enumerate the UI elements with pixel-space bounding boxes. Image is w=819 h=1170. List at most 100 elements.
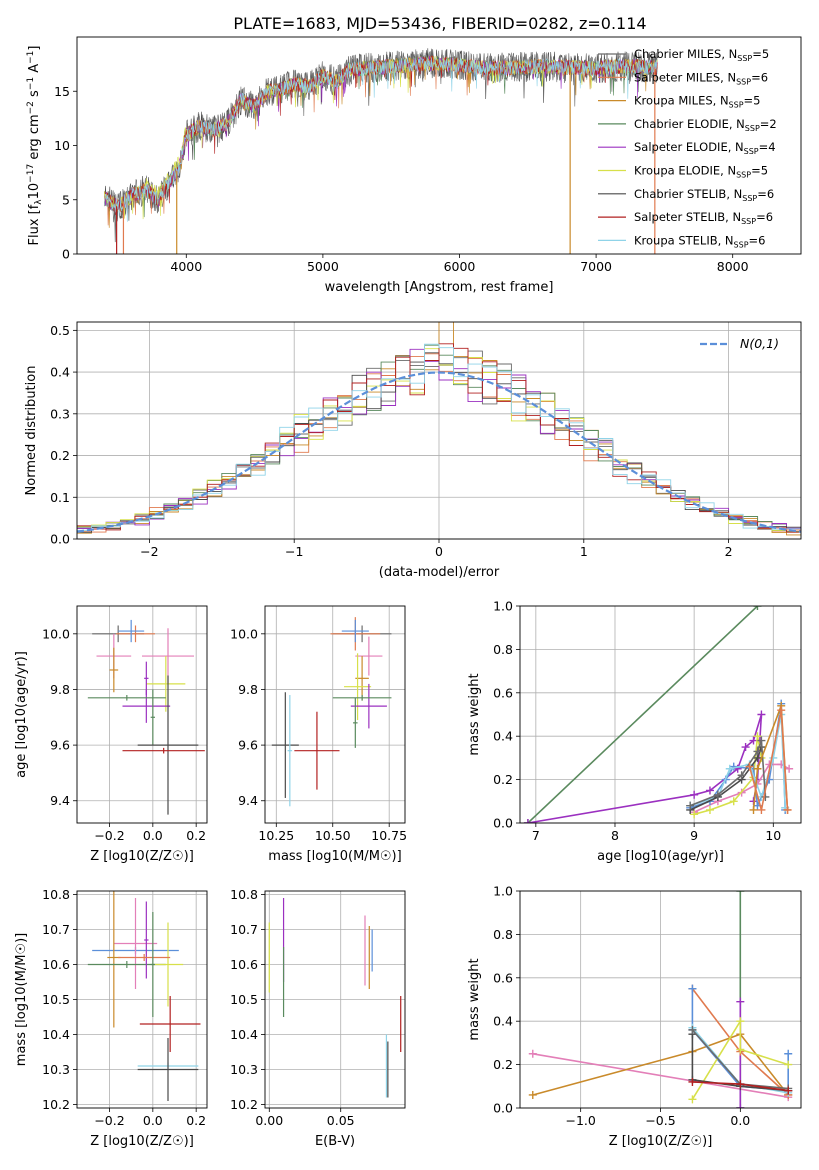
mass-weight-marker: [736, 1017, 745, 1026]
y-tick-label: 9.6: [50, 738, 70, 753]
plot-area-age_vs_Z: [87, 619, 205, 815]
x-axis-label: wavelength [Angstrom, rest frame]: [325, 280, 554, 295]
y-tick-label: 10.0: [42, 626, 70, 641]
x-tick-label: 0.05: [327, 1113, 355, 1128]
y-axis-label: mass weight: [467, 958, 482, 1040]
spectrum-series-line: [104, 57, 658, 222]
y-tick-label: 10.4: [230, 1027, 258, 1042]
mass-weight-marker: [737, 771, 746, 780]
y-axis-label-part: A: [27, 64, 42, 77]
x-axis-label: (data-model)/error: [379, 565, 500, 580]
legend-entry: Chabrier MILES, NSSP=5: [634, 47, 769, 63]
y-tick-label: 9.8: [50, 682, 70, 697]
mass-weight-marker: [736, 1080, 745, 1089]
axes-frame: [76, 605, 208, 824]
axes-age_vs_Z: −0.2 0.0 0.2 9.4 9.6 9.8 10.0 Z [log10(Z/Z☉)] ag…: [14, 605, 208, 864]
mass-weight-marker: [736, 1045, 745, 1054]
y-tick-label: 0: [62, 247, 70, 262]
x-axis-label: age [log10(age/yr)]: [597, 849, 724, 864]
mass-weight-marker: [777, 706, 786, 715]
y-tick-label: 9.8: [238, 682, 258, 697]
y-tick-label: 5: [62, 192, 70, 207]
mass-weight-marker: [686, 801, 695, 810]
mass-weight-marker: [761, 792, 770, 801]
y-tick-label: 0.1: [50, 490, 70, 505]
mass-weight-marker: [769, 753, 778, 762]
plot-area-age_vs_mass: [271, 617, 392, 807]
mass-weight-marker: [741, 743, 750, 752]
x-tick-label: 5000: [307, 259, 339, 274]
y-axis-label-part: Flux [f: [27, 204, 42, 245]
y-tick-label: 10.4: [42, 1027, 70, 1042]
histogram-series-step: [77, 343, 801, 539]
mass-weight-marker: [690, 790, 699, 799]
mass-weight-marker: [688, 1095, 697, 1104]
x-tick-label: 8: [611, 828, 619, 843]
mass-weight-marker: [784, 1060, 793, 1069]
mass-weight-marker: [757, 710, 766, 719]
y-tick-label: 0.8: [493, 642, 513, 657]
mass-weight-marker: [757, 736, 766, 745]
plot-area-spectrum: [104, 48, 658, 254]
x-tick-label: 8000: [717, 259, 749, 274]
x-tick-label: 10.25: [258, 828, 294, 843]
mass-weight-line: [691, 1018, 789, 1100]
axes-frame: [264, 890, 406, 1109]
y-tick-label: 9.4: [238, 793, 258, 808]
x-tick-label: 0.0: [143, 828, 163, 843]
x-tick-label: 0.2: [186, 828, 206, 843]
axes-residuals: −2 −1 0 1 2 0.0 0.1 0.2 0.3 0.4 0.5 (data-model)/er…: [24, 321, 802, 580]
mass-weight-marker: [736, 1104, 745, 1108]
x-tick-label: −0.2: [94, 1113, 124, 1128]
y-tick-label: 10.5: [230, 992, 258, 1007]
x-axis-label: Z [log10(Z/Z☉)]: [90, 849, 194, 864]
axes-age_vs_mass: 10.25 10.50 10.75 9.4 9.6 9.8 10.0 mass [log10(…: [230, 605, 407, 864]
y-axis-label: Flux [fλ10−17 erg cm−2 s−1 A−1]: [26, 46, 44, 246]
x-tick-label: −0.5: [645, 1113, 675, 1128]
x-tick-label: 10.50: [315, 828, 351, 843]
x-tick-label: 0.0: [730, 1113, 750, 1128]
x-tick-label: −1.0: [565, 1113, 595, 1128]
y-tick-label: 0.0: [493, 816, 513, 831]
axes-frame: [76, 890, 208, 1109]
y-tick-label: 0.8: [493, 927, 513, 942]
mass-weight-marker: [784, 1086, 793, 1095]
x-axis-label: Z [log10(Z/Z☉)]: [90, 1134, 194, 1149]
x-axis-label: mass [log10(M/M☉)]: [268, 849, 401, 864]
axes-frame: [76, 36, 802, 255]
legend-entry: Salpeter ELODIE, NSSP=4: [634, 140, 776, 156]
y-tick-label: 9.6: [238, 738, 258, 753]
mass-weight-marker: [783, 805, 792, 814]
y-tick-label: 0.4: [493, 729, 513, 744]
x-tick-label: 0: [435, 544, 443, 559]
x-tick-label: 6000: [444, 259, 476, 274]
x-axis-label: E(B-V): [315, 1134, 355, 1149]
y-tick-label: 10.8: [42, 887, 70, 902]
mass-weight-marker: [753, 606, 762, 610]
mass-weight-marker: [713, 790, 722, 799]
mass-weight-marker: [528, 1090, 537, 1099]
mass-weight-marker: [736, 891, 745, 895]
legend-entry: Chabrier ELODIE, NSSP=2: [634, 117, 777, 133]
x-tick-label: 2: [725, 544, 733, 559]
y-tick-label: 0.2: [50, 448, 70, 463]
x-tick-label: 1: [580, 544, 588, 559]
mass-weight-marker: [785, 764, 794, 773]
y-tick-label: 0.0: [493, 1101, 513, 1116]
mass-weight-line: [532, 1033, 789, 1096]
x-tick-label: 7000: [580, 259, 612, 274]
figure-title: PLATE=1683, MJD=53436, FIBERID=0282, z=0…: [233, 14, 646, 33]
y-tick-label: 0.4: [493, 1014, 513, 1029]
mass-weight-marker: [528, 1049, 537, 1058]
mass-weight-marker: [745, 762, 754, 771]
mass-weight-line: [532, 1053, 789, 1098]
legend-entry: Chabrier STELIB, NSSP=6: [634, 187, 774, 203]
y-tick-label: 10: [54, 138, 70, 153]
legend-entry: N(0,1): [740, 336, 779, 351]
mass-weight-line: [748, 710, 789, 811]
y-axis-label: mass [log10(M/M☉)]: [14, 933, 29, 1066]
mass-weight-marker: [688, 1077, 697, 1086]
y-tick-label: 10.6: [42, 957, 70, 972]
y-tick-label: 0.6: [493, 970, 513, 985]
